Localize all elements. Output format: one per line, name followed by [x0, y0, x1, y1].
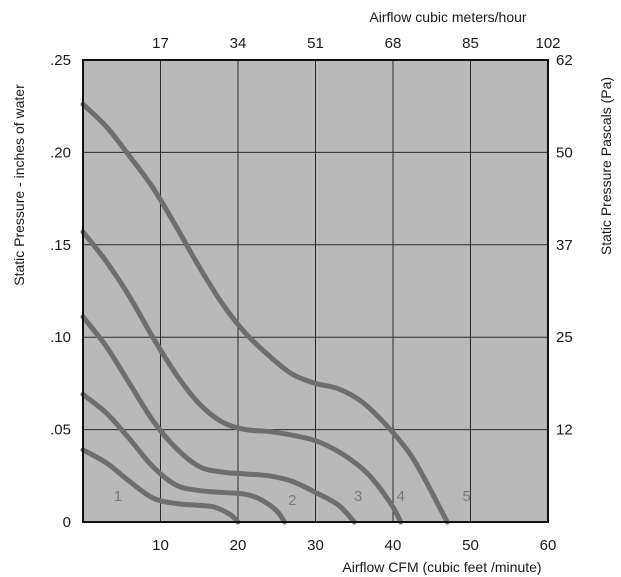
y-tick-label-right: 12: [556, 422, 573, 439]
x-tick-label-bottom: 60: [540, 537, 557, 554]
x-tick-label-bottom: 20: [230, 537, 247, 554]
curves: [80, 101, 450, 525]
y-axis-title-right: Static Pressure Pascals (Pa): [598, 77, 614, 255]
x-tick-label-bottom: 40: [385, 537, 402, 554]
y-tick-label-right: 37: [556, 237, 573, 254]
y-tick-label-right: 25: [556, 329, 573, 346]
y-tick-label-left: .10: [50, 329, 71, 346]
grid: [83, 60, 548, 522]
x-axis-title-top: Airflow cubic meters/hour: [369, 9, 527, 25]
curve-label-2: 2: [288, 492, 296, 509]
x-tick-label-top: 34: [230, 35, 247, 52]
x-tick-label-top: 17: [152, 35, 169, 52]
x-tick-label-top: 102: [535, 35, 560, 52]
x-tick-label-bottom: 10: [152, 537, 169, 554]
x-tick-label-bottom: 50: [462, 537, 479, 554]
y-tick-label-left: 0: [63, 514, 71, 531]
curve-labels: 1 2 3 4 5: [114, 488, 471, 509]
y-tick-label-left: .20: [50, 144, 71, 161]
y-tick-label-left: .05: [50, 422, 71, 439]
plot-border: [82, 59, 549, 523]
y-tick-label-left: .15: [50, 237, 71, 254]
fan-curve-4: [80, 229, 404, 525]
y-tick-label-right: 62: [556, 52, 573, 69]
y-tick-label-left: .25: [50, 52, 71, 69]
fan-curve-5: [80, 101, 450, 525]
fan-curve-3: [80, 314, 357, 525]
x-tick-label-bottom: 30: [307, 537, 324, 554]
x-tick-label-top: 68: [385, 35, 402, 52]
curve-label-4: 4: [397, 488, 405, 505]
fan-curve-1: [80, 447, 241, 525]
y-axis-title-left: Static Pressure - inches of water: [11, 84, 27, 286]
x-axis-title-bottom: Airflow CFM (cubic feet /minute): [342, 559, 541, 575]
curve-label-1: 1: [114, 488, 122, 505]
curve-label-5: 5: [462, 488, 470, 505]
x-tick-label-top: 85: [462, 35, 479, 52]
fan-curve-2: [80, 391, 287, 525]
y-tick-label-right: 50: [556, 144, 573, 161]
curve-label-3: 3: [354, 488, 362, 505]
x-tick-label-top: 51: [307, 35, 324, 52]
